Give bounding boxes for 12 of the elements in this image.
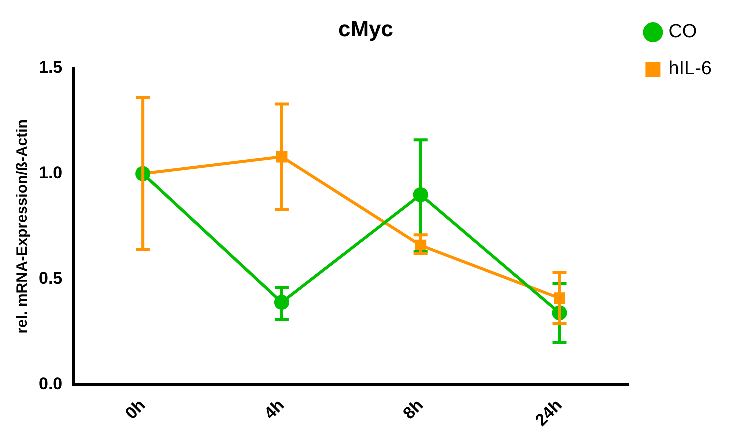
x-tick-label: 24h — [532, 396, 566, 430]
chart-title: cMyc — [338, 16, 394, 42]
y-tick-label: 1.5 — [38, 58, 63, 78]
x-tick-label: 4h — [260, 396, 288, 424]
y-axis-title: rel. mRNA-Expression/ß-Actin — [14, 120, 32, 334]
legend-label: hIL-6 — [668, 58, 712, 80]
y-tick-label: 0.0 — [38, 374, 63, 394]
y-tick-label: 0.5 — [38, 269, 63, 288]
x-tick-label: 0h — [122, 396, 150, 424]
y-tick-label: 1.0 — [38, 164, 63, 183]
legend-label: CO — [668, 22, 698, 43]
x-tick-label: 8h — [400, 396, 427, 424]
